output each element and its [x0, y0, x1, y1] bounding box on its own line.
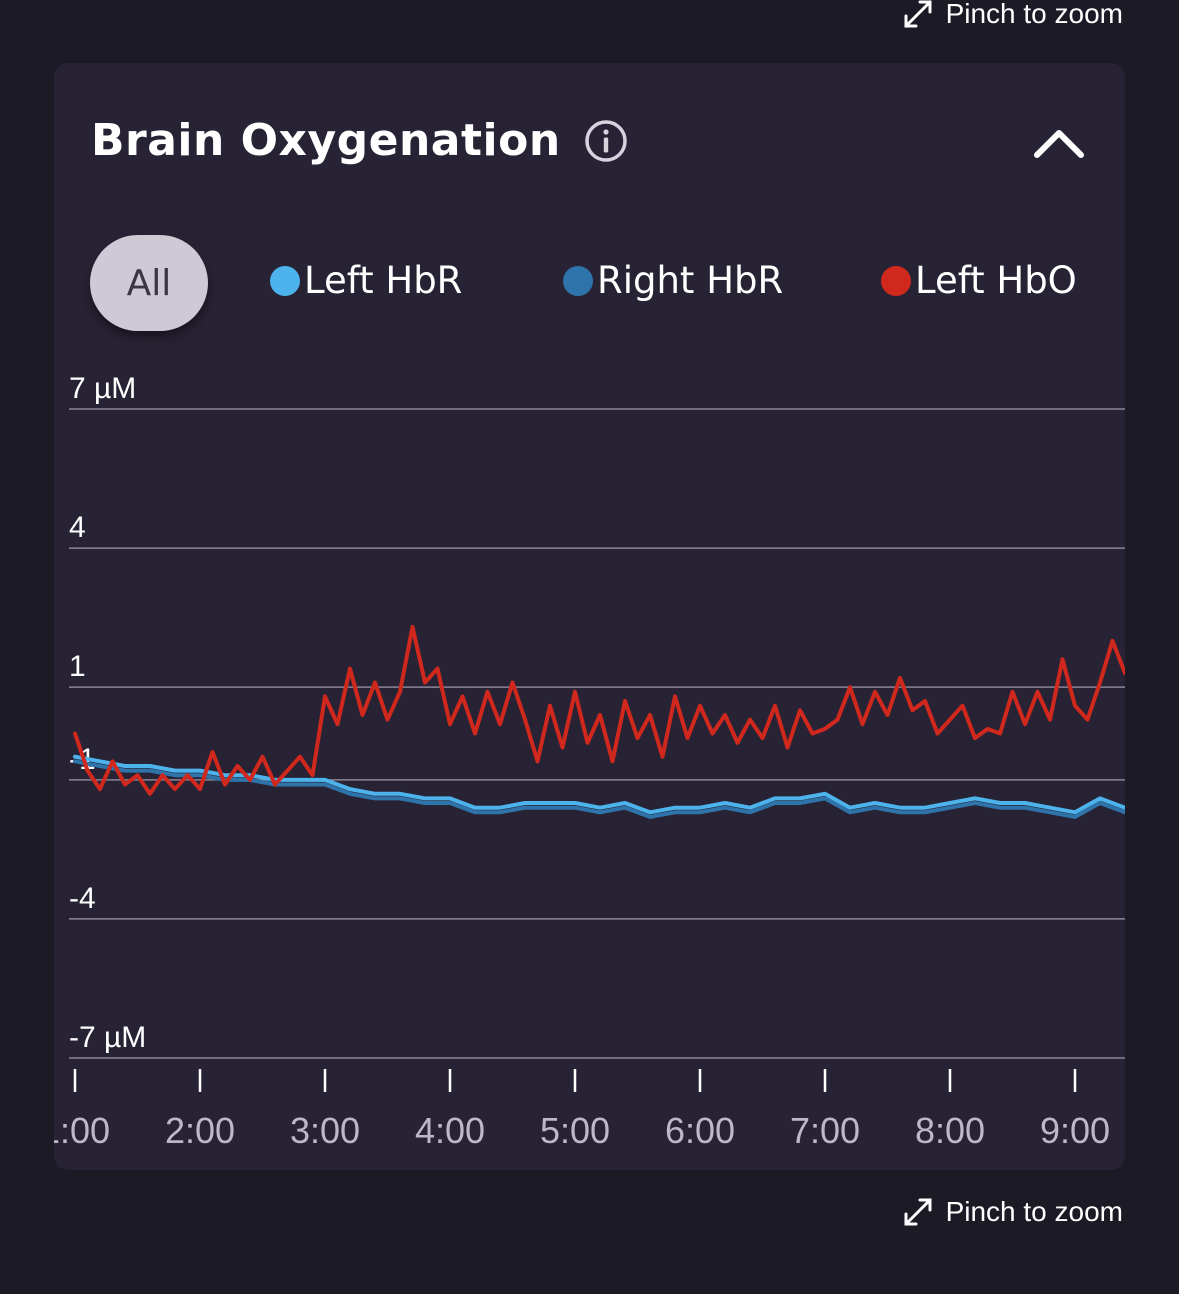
x-tick-label: 5:00	[540, 1110, 610, 1151]
x-tick-label: 1:00	[54, 1110, 110, 1151]
legend-label-left-hbo: Left HbO	[915, 259, 1077, 302]
card-title: Brain Oxygenation	[91, 115, 561, 166]
x-tick-label: 3:00	[290, 1110, 360, 1151]
y-tick-label: -7 µM	[69, 1021, 146, 1054]
y-tick-label: -4	[69, 882, 96, 915]
card-header: Brain Oxygenation	[91, 115, 629, 166]
pinch-to-zoom-hint-bottom: Pinch to zoom	[900, 1194, 1123, 1230]
y-tick-label: 4	[69, 511, 86, 544]
x-tick-label: 8:00	[915, 1110, 985, 1151]
x-tick-label: 4:00	[415, 1110, 485, 1151]
expand-arrows-icon	[904, 0, 932, 28]
legend-item-left-hbo[interactable]: Left HbO	[881, 259, 1077, 302]
legend-item-right-hbr[interactable]: Right HbR	[563, 259, 783, 302]
chevron-up-icon[interactable]	[1033, 125, 1085, 161]
legend-label-right-hbr: Right HbR	[597, 259, 784, 302]
y-tick-label: 7 µM	[69, 372, 136, 405]
legend-label-left-hbr: Left HbR	[304, 259, 463, 302]
series-filter-row: All Left HbR Right HbR Left HbO	[90, 235, 1090, 331]
series-line-left-hbo	[73, 624, 1125, 796]
x-tick-label: 2:00	[165, 1110, 235, 1151]
x-tick-label: 6:00	[665, 1110, 735, 1151]
expand-arrows-icon	[904, 1198, 932, 1226]
legend-dot-left-hbo	[881, 265, 911, 296]
series-line-left-hbr	[73, 754, 1125, 815]
brain-oxygenation-card: Brain Oxygenation All Left HbR Right HbR…	[54, 63, 1125, 1170]
pinch-to-zoom-label: Pinch to zoom	[945, 1196, 1123, 1227]
legend-item-left-hbr[interactable]: Left HbR	[270, 259, 462, 302]
info-icon[interactable]	[583, 118, 629, 164]
y-tick-label: 1	[69, 650, 86, 683]
x-tick-label: 9:00	[1040, 1110, 1110, 1151]
pinch-to-zoom-hint-top: Pinch to zoom	[900, 0, 1123, 32]
legend-dot-right-hbr	[563, 265, 593, 296]
pinch-to-zoom-label: Pinch to zoom	[945, 0, 1123, 29]
filter-all-button[interactable]: All	[90, 235, 208, 331]
legend-dot-left-hbr	[270, 265, 300, 296]
x-tick-label: 7:00	[790, 1110, 860, 1151]
